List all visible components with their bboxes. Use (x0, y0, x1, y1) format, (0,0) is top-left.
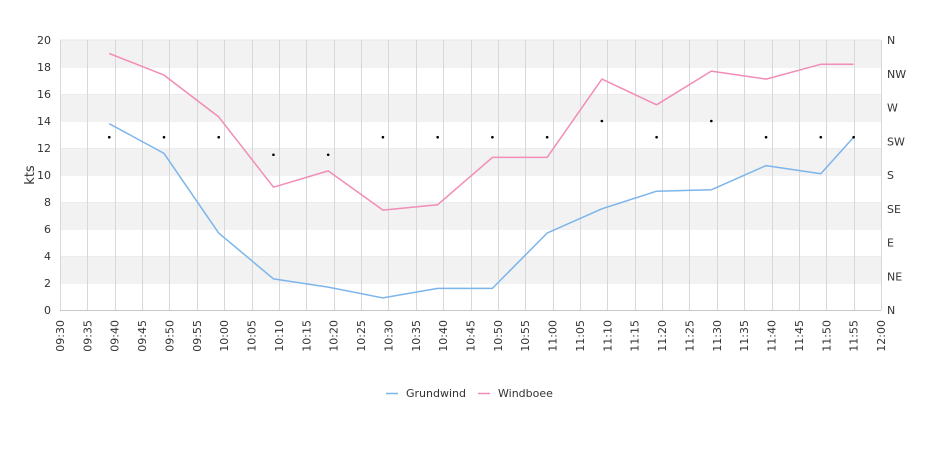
x-tick-label: 10:45 (465, 320, 478, 352)
y2-tick-label: N (887, 34, 895, 47)
legend[interactable]: Grundwind Windboee (386, 387, 553, 400)
x-axis-ticks: 09:30 09:35 09:40 09:45 09:50 09:55 10:00 10:05… (54, 320, 888, 352)
direction-marker (326, 153, 330, 157)
y-tick-label: 6 (44, 223, 51, 236)
x-tick-label: 11:00 (547, 320, 560, 352)
plot-band (60, 175, 881, 202)
y-tick-label: 2 (44, 277, 51, 290)
x-tick-label: 09:50 (163, 320, 176, 352)
legend-label: Grundwind (406, 387, 466, 400)
plot-band (60, 202, 881, 229)
x-tick-label: 11:20 (656, 320, 669, 352)
plot-band (60, 40, 881, 67)
plot-bands (60, 39, 881, 310)
y-tick-label: 10 (37, 169, 51, 182)
y2-tick-label: W (887, 102, 898, 115)
x-tick-label: 11:45 (793, 320, 806, 352)
direction-marker (381, 135, 385, 139)
x-tick-label: 11:10 (601, 320, 614, 352)
x-tick-label: 09:30 (54, 320, 67, 352)
x-tick-label: 09:40 (109, 320, 122, 352)
x-tick-label: 10:10 (273, 320, 286, 352)
direction-marker (162, 135, 166, 139)
y-tick-label: 18 (37, 61, 51, 74)
y2-tick-label: SW (887, 135, 905, 148)
y2-tick-label: NE (887, 270, 902, 283)
plot-band (60, 229, 881, 256)
y2-tick-label: NW (887, 68, 906, 81)
x-tick-label: 11:50 (820, 320, 833, 352)
x-tick-label: 11:30 (711, 320, 724, 352)
direction-markers (107, 119, 855, 157)
x-tick-label: 10:05 (246, 320, 259, 352)
x-tick-label: 10:15 (300, 320, 313, 352)
x-tick-label: 09:35 (81, 320, 94, 352)
x-tick-label: 11:55 (848, 320, 861, 352)
legend-item-windboee[interactable]: Windboee (478, 387, 553, 400)
x-tick-label: 10:00 (218, 320, 231, 352)
series-line-grundwind (108, 123, 855, 299)
direction-marker (710, 119, 713, 123)
direction-marker (655, 135, 658, 139)
x-tick-label: 11:05 (574, 320, 587, 352)
plot-band (60, 94, 881, 121)
direction-marker (764, 135, 768, 139)
direction-marker (436, 135, 439, 139)
direction-marker (819, 135, 823, 139)
y-axis-ticks: 0 2 4 6 8 10 12 14 16 18 20 (37, 34, 51, 317)
x-tick-label: 09:45 (136, 320, 149, 352)
plot-band (60, 148, 881, 175)
direction-marker (545, 135, 549, 139)
plot-band (60, 121, 881, 148)
plot-band (60, 283, 881, 310)
direction-marker (491, 135, 494, 139)
vertical-gridlines (60, 40, 882, 311)
direction-marker (272, 153, 275, 157)
x-tick-label: 10:30 (382, 320, 395, 352)
direction-marker (852, 135, 855, 139)
y2-axis-direction-ticks: N NE E SE S SW W NW N (887, 34, 906, 317)
x-tick-label: 10:20 (328, 320, 341, 352)
y-tick-label: 14 (37, 115, 51, 128)
legend-label: Windboee (498, 387, 553, 400)
plot-band (60, 256, 881, 283)
x-tick-label: 11:35 (738, 320, 751, 352)
x-tick-label: 10:40 (437, 320, 450, 352)
y-axis-title: kts (23, 165, 38, 185)
y-tick-label: 8 (44, 196, 51, 209)
x-tick-label: 11:25 (683, 320, 696, 352)
x-tick-label: 12:00 (875, 320, 888, 352)
y2-tick-label: S (887, 169, 894, 182)
y2-tick-label: N (887, 304, 895, 317)
x-tick-label: 11:40 (766, 320, 779, 352)
direction-marker (600, 119, 604, 123)
series-lines (108, 52, 855, 299)
y-tick-label: 0 (44, 304, 51, 317)
x-tick-label: 10:55 (519, 320, 532, 352)
y-tick-label: 4 (44, 250, 51, 263)
y-tick-label: 20 (37, 34, 51, 47)
direction-marker (107, 135, 111, 139)
y2-tick-label: SE (887, 203, 901, 216)
x-tick-label: 10:35 (410, 320, 423, 352)
x-tick-label: 10:50 (492, 320, 505, 352)
x-tick-label: 11:15 (629, 320, 642, 352)
y2-tick-label: E (887, 237, 894, 250)
x-tick-label: 10:25 (355, 320, 368, 352)
x-tick-label: 09:55 (191, 320, 204, 352)
y-tick-label: 16 (37, 88, 51, 101)
series-line-windboee (109, 52, 854, 211)
y-tick-label: 12 (37, 142, 51, 155)
direction-marker (217, 135, 221, 139)
legend-item-grundwind[interactable]: Grundwind (386, 387, 466, 400)
